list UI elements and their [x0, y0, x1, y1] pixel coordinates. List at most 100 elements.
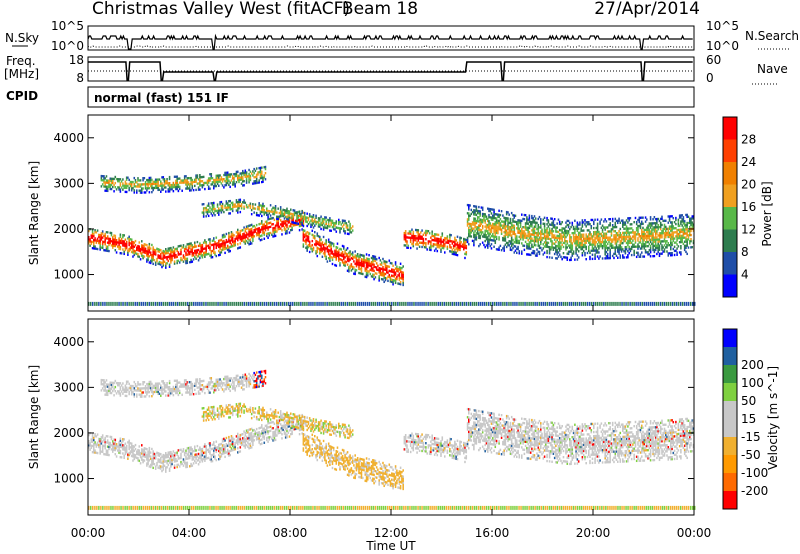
power-cell — [648, 236, 651, 240]
power-cell — [644, 228, 647, 232]
power-cell — [547, 231, 550, 234]
power-cell — [171, 248, 173, 252]
power-cell — [152, 256, 154, 259]
power-cell — [502, 236, 504, 240]
power-cell — [216, 211, 219, 214]
power-cell — [580, 227, 582, 230]
power-cell — [649, 230, 652, 233]
power-cell — [492, 216, 494, 219]
power-cell — [183, 179, 186, 182]
power-cell — [611, 226, 614, 229]
power-cell — [140, 301, 142, 306]
power-cell — [652, 255, 654, 258]
power-cell — [312, 220, 315, 223]
power-cell — [598, 247, 600, 250]
power-cell — [235, 237, 238, 240]
power-cell — [528, 301, 530, 306]
power-cell — [302, 231, 305, 234]
power-cell — [589, 255, 591, 259]
power-cell — [442, 244, 445, 248]
power-cell — [508, 301, 510, 306]
power-cell — [538, 252, 541, 256]
power-cell — [221, 244, 224, 247]
power-cell — [543, 230, 546, 234]
power-cell — [315, 214, 317, 217]
power-cell — [489, 230, 492, 233]
colorbar-tick-label: 20 — [741, 178, 756, 192]
power-cell — [595, 226, 598, 230]
power-cell — [231, 175, 234, 178]
power-cell — [463, 239, 465, 243]
power-cell — [586, 237, 589, 240]
power-cell — [437, 301, 439, 306]
power-cell — [233, 179, 235, 182]
velocity-cell — [88, 442, 90, 445]
power-cell — [182, 181, 185, 184]
power-cell — [367, 274, 369, 277]
power-cell — [343, 223, 345, 227]
power-cell — [243, 236, 245, 240]
power-cell — [239, 172, 242, 175]
power-cell — [239, 238, 242, 241]
power-cell — [363, 256, 365, 260]
power-cell — [520, 301, 522, 306]
power-cell — [150, 301, 153, 306]
power-cell — [512, 220, 514, 223]
power-cell — [512, 238, 514, 242]
power-cell — [546, 231, 548, 234]
power-cell — [488, 234, 490, 237]
power-cell — [189, 250, 191, 254]
power-cell — [661, 240, 663, 243]
power-cell — [314, 218, 316, 221]
power-cell — [249, 224, 252, 227]
power-cell — [132, 255, 134, 258]
power-cell — [340, 301, 342, 306]
power-cell — [570, 301, 573, 306]
power-cell — [112, 301, 114, 306]
power-cell — [577, 241, 580, 245]
power-cell — [360, 268, 363, 271]
power-cell — [306, 237, 308, 240]
power-cell — [330, 245, 332, 249]
power-cell — [367, 270, 369, 273]
power-cell — [255, 213, 258, 217]
power-cell — [223, 233, 225, 237]
power-cell — [676, 239, 678, 242]
power-cell — [327, 240, 330, 243]
power-cell — [498, 238, 500, 241]
power-cell — [237, 203, 239, 206]
power-cell — [473, 301, 476, 306]
power-cell — [445, 301, 447, 306]
power-cell — [589, 239, 591, 242]
power-cell — [177, 253, 180, 256]
velocity-cell — [93, 449, 95, 452]
power-cell — [185, 259, 187, 263]
power-cell — [201, 248, 204, 251]
power-cell — [378, 279, 380, 282]
power-cell — [378, 256, 380, 260]
power-cell — [588, 249, 590, 253]
power-cell — [192, 180, 195, 184]
power-cell — [317, 243, 320, 246]
power-cell — [625, 237, 628, 241]
power-cell — [101, 232, 104, 235]
power-cell — [555, 240, 557, 244]
power-cell — [662, 227, 664, 231]
velocity-cell — [99, 444, 101, 447]
power-cell — [267, 213, 269, 217]
power-cell — [133, 251, 136, 255]
power-cell — [364, 259, 367, 262]
power-cell — [625, 241, 628, 245]
power-cell — [526, 218, 528, 221]
power-cell — [366, 301, 369, 306]
power-cell — [493, 239, 495, 242]
velocity-cell — [120, 445, 123, 449]
power-cell — [154, 261, 157, 264]
power-cell — [550, 229, 552, 233]
power-cell — [633, 233, 635, 236]
power-cell — [281, 233, 283, 236]
power-cell — [380, 261, 383, 264]
power-cell — [137, 255, 139, 258]
power-cell — [512, 218, 514, 221]
power-cell — [666, 244, 668, 247]
